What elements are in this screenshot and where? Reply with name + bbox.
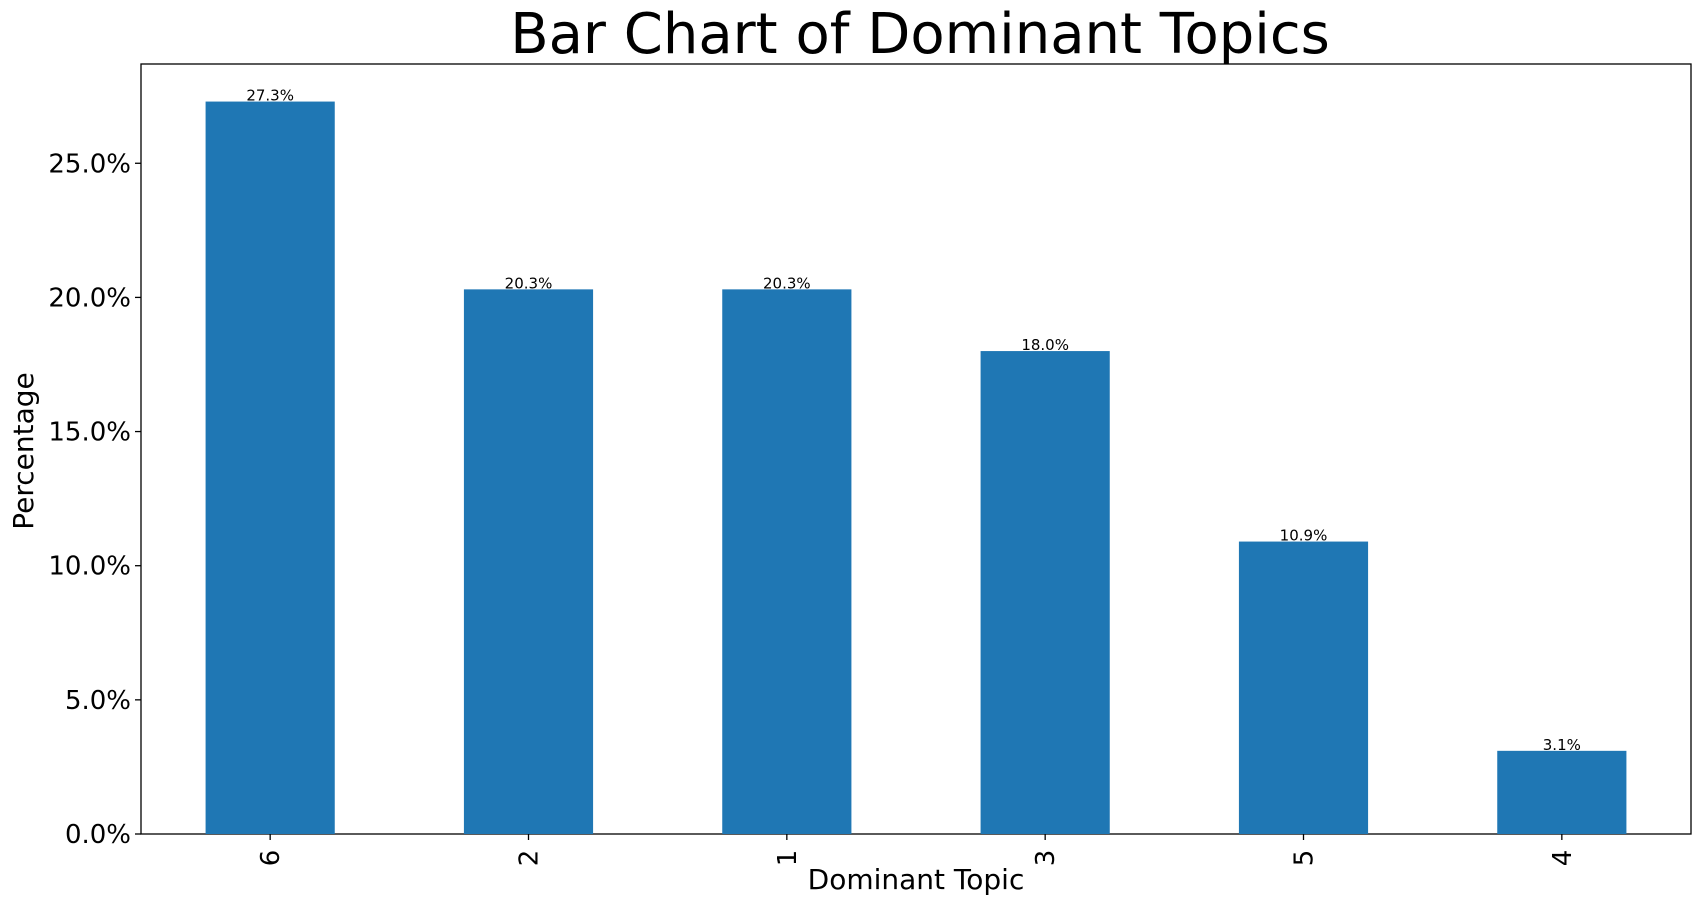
- x-axis: 6 2 1 3 5 4: [256, 834, 1578, 866]
- y-tick-label: 15.0%: [48, 418, 131, 448]
- y-tick-label: 0.0%: [65, 820, 131, 850]
- chart-title: Bar Chart of Dominant Topics: [510, 2, 1330, 67]
- bars-group: [205, 101, 1627, 834]
- bar-topic-1: [722, 289, 852, 834]
- y-tick-label: 5.0%: [65, 686, 131, 716]
- x-tick-label: 3: [1031, 850, 1061, 867]
- data-label-topic-1: 20.3%: [763, 274, 811, 292]
- x-tick-label: 5: [1290, 850, 1320, 867]
- x-axis-label: Dominant Topic: [808, 863, 1025, 896]
- y-axis: 0.0% 5.0% 10.0% 15.0% 20.0% 25.0%: [48, 149, 141, 850]
- bar-topic-5: [1238, 541, 1369, 834]
- plot-frame: [140, 63, 1692, 835]
- data-label-topic-3: 18.0%: [1021, 336, 1069, 354]
- data-label-topic-4: 3.1%: [1543, 736, 1581, 754]
- y-tick-label: 10.0%: [48, 552, 131, 582]
- x-tick-label: 1: [773, 850, 803, 867]
- bar-topic-3: [980, 351, 1110, 834]
- plot-area: 27.3% 20.3% 20.3% 18.0% 10.9% 3.1%: [140, 63, 1692, 835]
- data-labels-group: 27.3% 20.3% 20.3% 18.0% 10.9% 3.1%: [246, 87, 1581, 754]
- data-label-topic-2: 20.3%: [505, 274, 553, 292]
- bar-topic-6: [205, 101, 335, 834]
- x-tick-label: 2: [515, 850, 545, 867]
- data-label-topic-6: 27.3%: [246, 87, 294, 105]
- data-label-topic-5: 10.9%: [1280, 527, 1328, 545]
- bar-topic-4: [1497, 750, 1627, 834]
- y-tick-label: 25.0%: [48, 149, 131, 179]
- y-axis-label: Percentage: [7, 372, 40, 530]
- x-tick-label: 4: [1548, 850, 1578, 867]
- bar-topic-2: [463, 289, 594, 834]
- x-tick-label: 6: [256, 850, 286, 867]
- y-tick-label: 20.0%: [48, 283, 131, 313]
